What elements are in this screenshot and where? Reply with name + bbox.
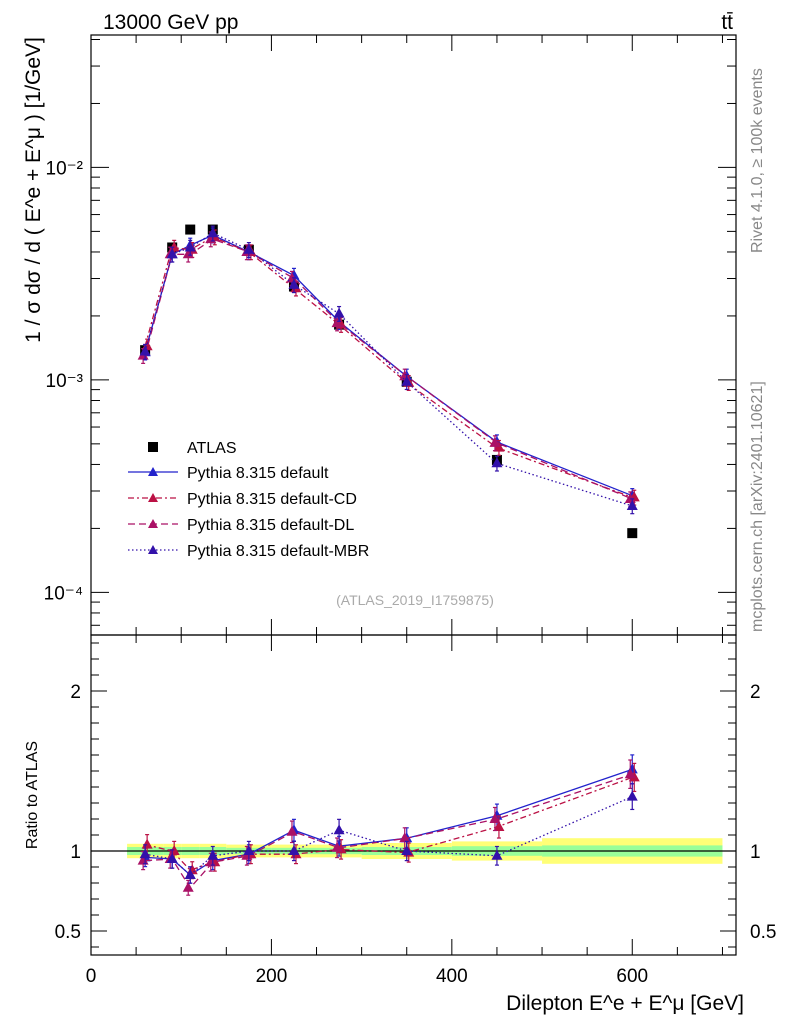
ratio-marker-mbr bbox=[184, 869, 196, 879]
legend-marker-default bbox=[148, 467, 158, 476]
process-label: tt̄ bbox=[721, 11, 733, 34]
main-series bbox=[137, 224, 640, 539]
ratio-marker-dl bbox=[489, 813, 501, 823]
ratio-marker-mbr bbox=[491, 849, 503, 860]
ratio-marker-dl bbox=[137, 854, 149, 865]
main-panel: 10⁻⁴ 10⁻³ 10⁻² 1 / σ dσ / d ( E^e + E^μ ) … bbox=[22, 34, 737, 636]
ratio-marker-dl bbox=[286, 825, 298, 836]
ratio-marker-mbr bbox=[243, 845, 255, 855]
atlas-data-point bbox=[627, 528, 638, 539]
ratio-marker-mbr bbox=[401, 845, 413, 855]
main-marker-mbr bbox=[288, 278, 300, 289]
ratio-line-mbr bbox=[144, 796, 633, 876]
x-axis-label: Dilepton E^e + E^μ [GeV] bbox=[506, 992, 744, 1015]
atlas-data-point bbox=[185, 224, 196, 235]
main-y-tick-label: 10⁻² bbox=[46, 158, 84, 179]
legend-label-cd: Pythia 8.315 default-CD bbox=[187, 491, 357, 508]
ratio-panel: 0.5 0.5 1 1 2 2 0 200 400 600 Ratio to ATLAS Dil… bbox=[24, 634, 776, 1015]
ratio-marker-mbr bbox=[166, 853, 178, 863]
ratio-marker-dl bbox=[399, 832, 411, 843]
main-y-axis: 10⁻⁴ 10⁻³ 10⁻² bbox=[44, 39, 736, 626]
ratio-y-tick-label-right: 1 bbox=[750, 842, 761, 863]
ratio-marker-mbr bbox=[207, 849, 219, 860]
ratio-marker-cd bbox=[493, 821, 505, 831]
main-marker-dl bbox=[182, 248, 194, 259]
ratio-series bbox=[137, 754, 640, 896]
ratio-marker-mbr bbox=[626, 790, 638, 801]
ratio-marker-cd bbox=[141, 838, 153, 849]
main-marker-mbr bbox=[401, 375, 413, 386]
main-line-dl bbox=[144, 238, 633, 500]
main-marker-mbr bbox=[184, 241, 196, 252]
main-marker-dl bbox=[624, 493, 636, 504]
energy-label: 13000 GeV pp bbox=[103, 11, 238, 34]
ratio-y-axis: 0.5 0.5 1 1 2 2 bbox=[55, 642, 776, 948]
ratio-line-dl bbox=[145, 773, 633, 889]
main-marker-cd bbox=[168, 241, 180, 252]
legend-marker-dl bbox=[148, 519, 158, 528]
ratio-marker-dl bbox=[205, 856, 217, 867]
main-marker-dl bbox=[331, 317, 343, 328]
ratio-marker-mbr bbox=[333, 824, 345, 835]
legend-marker-mbr bbox=[148, 545, 158, 554]
main-marker-mbr bbox=[491, 457, 503, 468]
ratio-marker-dl bbox=[624, 768, 636, 779]
ratio-x-axis: 0 200 400 600 bbox=[86, 635, 723, 987]
legend-label-dl: Pythia 8.315 default-DL bbox=[187, 517, 354, 534]
main-marker-mbr bbox=[207, 227, 219, 238]
legend-marker-atlas bbox=[148, 442, 158, 452]
ratio-y-tick-label: 0.5 bbox=[55, 922, 81, 943]
x-tick-label: 400 bbox=[436, 966, 468, 987]
main-marker-mbr bbox=[333, 307, 345, 318]
ratio-y-tick-label-right: 2 bbox=[750, 682, 761, 703]
legend: ATLAS Pythia 8.315 default Pythia 8.315 … bbox=[128, 440, 369, 560]
main-marker-mbr bbox=[243, 243, 255, 254]
main-marker-dl bbox=[489, 436, 501, 447]
main-marker-mbr bbox=[166, 248, 178, 259]
main-marker-mbr bbox=[139, 345, 151, 356]
ratio-line-default bbox=[145, 768, 633, 876]
ratio-marker-mbr bbox=[288, 845, 300, 855]
x-tick-label: 200 bbox=[256, 966, 288, 987]
legend-marker-cd bbox=[148, 493, 158, 502]
x-tick-label: 0 bbox=[86, 966, 97, 987]
legend-label-atlas: ATLAS bbox=[187, 440, 237, 457]
ratio-y-tick-label: 2 bbox=[70, 682, 81, 703]
main-marker-mbr bbox=[626, 499, 638, 510]
x-tick-label: 600 bbox=[616, 966, 648, 987]
main-analysis-title: (ATLAS_2019_I1759875) bbox=[336, 592, 494, 608]
main-y-axis-label: 1 / σ dσ / d ( E^e + E^μ ) [1/GeV] bbox=[22, 37, 45, 343]
legend-label-mbr: Pythia 8.315 default-MBR bbox=[187, 543, 369, 560]
legend-entry-default: Pythia 8.315 default bbox=[128, 465, 329, 482]
ratio-marker-dl bbox=[182, 881, 194, 892]
ratio-y-tick-label-right: 0.5 bbox=[750, 922, 776, 943]
ratio-marker-mbr bbox=[139, 848, 151, 859]
main-y-tick-label: 10⁻³ bbox=[46, 371, 84, 392]
ratio-frame bbox=[90, 634, 737, 956]
legend-entry-mbr: Pythia 8.315 default-MBR bbox=[128, 543, 369, 560]
ratio-y-axis-label: Ratio to ATLAS bbox=[24, 741, 41, 849]
main-line-cd bbox=[144, 236, 633, 499]
main-y-tick-label: 10⁻⁴ bbox=[44, 583, 83, 604]
ratio-y-tick-label: 1 bbox=[70, 842, 81, 863]
legend-entry-dl: Pythia 8.315 default-DL bbox=[128, 517, 354, 534]
legend-label-default: Pythia 8.315 default bbox=[187, 465, 329, 482]
ratio-marker-dl bbox=[331, 841, 343, 852]
mcplots-label: mcplots.cern.ch [arXiv:2401.10621] bbox=[749, 381, 766, 632]
legend-entry-atlas: ATLAS bbox=[148, 440, 237, 457]
rivet-label: Rivet 4.1.0, ≥ 100k events bbox=[749, 68, 766, 253]
legend-entry-cd: Pythia 8.315 default-CD bbox=[128, 491, 357, 508]
main-x-ticks bbox=[90, 35, 723, 635]
